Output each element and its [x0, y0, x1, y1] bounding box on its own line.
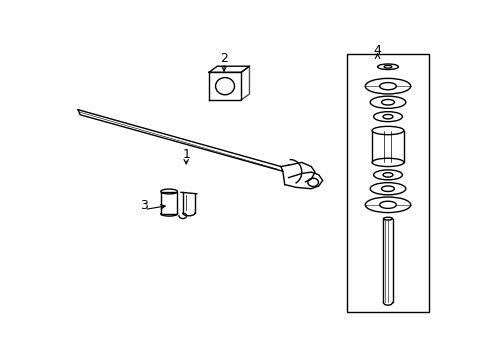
Text: 4: 4	[373, 44, 381, 57]
Text: 1: 1	[182, 148, 190, 161]
Bar	[346, 54, 428, 312]
Text: 2: 2	[220, 52, 227, 65]
Text: 3: 3	[140, 199, 148, 212]
